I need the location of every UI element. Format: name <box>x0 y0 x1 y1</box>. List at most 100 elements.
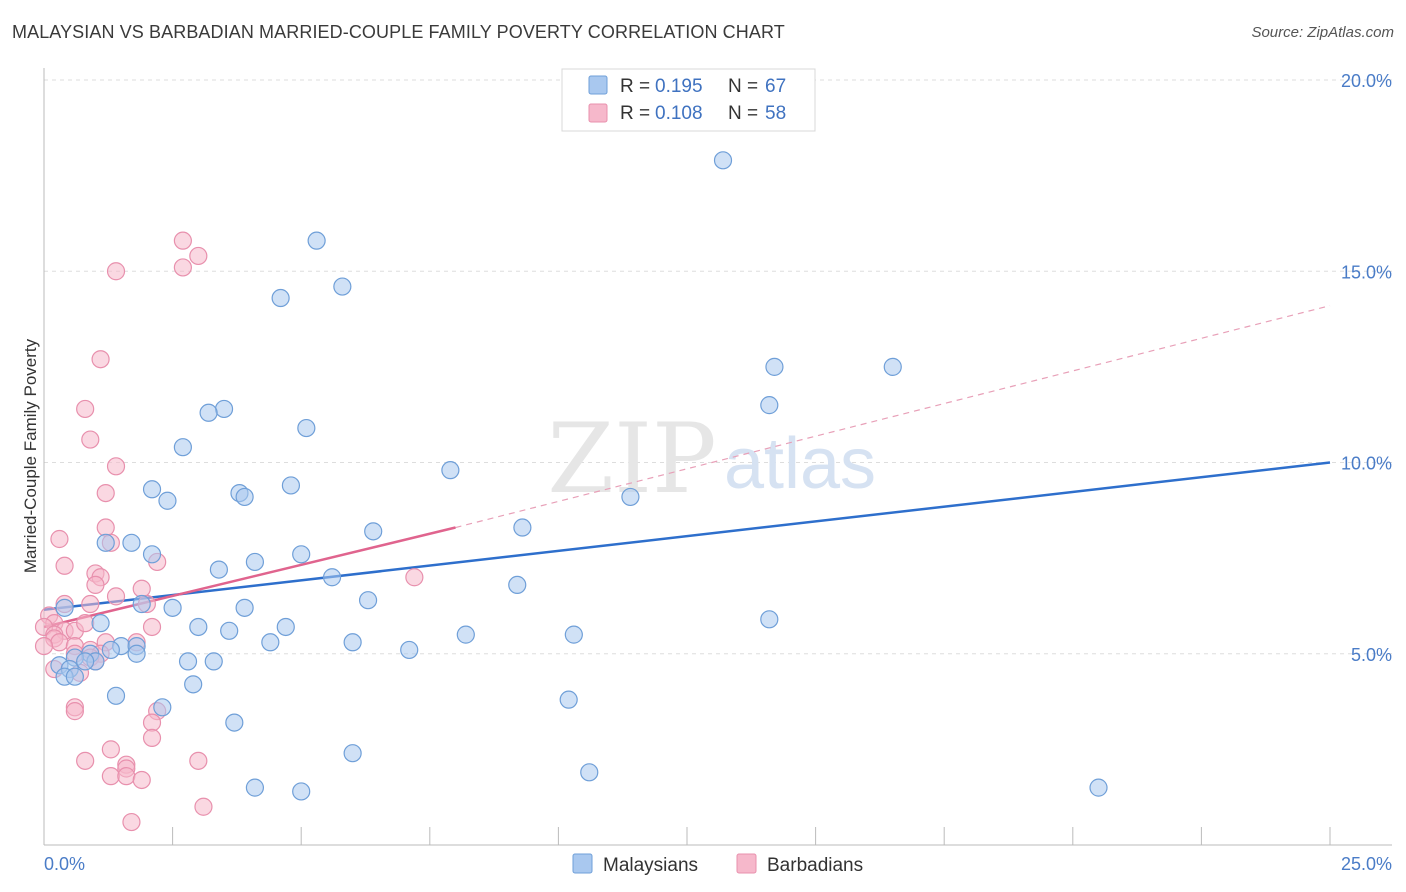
legend-n-value-barbadians: 58 <box>765 103 786 124</box>
barbadians-trend-line <box>43 526 456 629</box>
legend-swatch-barbadians <box>588 103 608 123</box>
malaysians-point <box>163 598 182 617</box>
series-legend: Malaysians Barbadians <box>572 853 863 876</box>
malaysians-point <box>142 545 162 564</box>
barbadians-point <box>101 740 120 759</box>
stats-legend: R = 0.195 N = 67 R = 0.108 N = 58 <box>561 68 816 132</box>
malaysians-point <box>91 614 110 633</box>
watermark-atlas: atlas <box>724 424 876 504</box>
barbadians-point <box>173 258 192 277</box>
barbadians-point <box>50 633 69 652</box>
malaysians-point <box>281 476 301 495</box>
barbadians-point <box>81 594 100 614</box>
tick-labels: 5.0% 10.0% 15.0% 20.0% 0.0% 25.0% <box>44 71 1392 874</box>
legend-r-value-malaysians: 0.195 <box>655 76 703 97</box>
malaysians-point <box>292 545 311 564</box>
barbadians-point <box>142 617 162 637</box>
malaysians-point <box>199 403 218 422</box>
malaysians-point <box>343 744 362 763</box>
malaysians-point <box>153 698 172 717</box>
malaysians-point <box>184 675 203 694</box>
barbadians-point <box>405 568 424 587</box>
barbadians-point <box>101 767 120 786</box>
malaysians-point <box>760 396 779 415</box>
watermark: ZIP atlas <box>547 403 876 515</box>
gridlines <box>44 79 1392 655</box>
barbadians-point <box>86 575 105 595</box>
malaysians-point <box>292 782 311 801</box>
malaysians-point <box>271 288 290 308</box>
malaysians-point <box>559 690 578 709</box>
malaysians-point <box>225 713 244 732</box>
barbadians-point <box>122 812 141 832</box>
y-axis-label: Married-Couple Family Poverty <box>21 338 40 573</box>
malaysians-point <box>364 522 383 541</box>
malaysians-point <box>158 491 177 510</box>
barbadians-point <box>132 770 151 790</box>
malaysians-point <box>508 575 527 595</box>
malaysians-point <box>276 617 295 637</box>
barbadians-point <box>189 246 208 266</box>
malaysians-point <box>400 640 419 660</box>
malaysians-point <box>765 357 784 376</box>
y-tick-label: 20.0% <box>1341 71 1392 91</box>
malaysians-point <box>297 418 316 438</box>
axes <box>43 68 1392 846</box>
malaysians-point <box>122 533 141 552</box>
barbadians-point <box>76 399 95 419</box>
barbadians-point <box>65 702 84 721</box>
malaysians-point <box>513 518 532 537</box>
malaysians-point <box>214 399 234 419</box>
barbadians-point <box>96 518 115 537</box>
malaysians-point <box>132 594 151 614</box>
malaysians-point <box>96 533 115 552</box>
malaysians-point <box>441 461 460 480</box>
malaysians-point <box>456 625 475 644</box>
malaysians-point <box>106 686 126 705</box>
malaysians-point <box>245 552 265 572</box>
malaysians-point <box>209 560 228 579</box>
malaysians-point <box>358 591 378 610</box>
malaysians-point <box>204 652 223 671</box>
malaysians-point <box>621 487 640 507</box>
x-tick-label: 0.0% <box>44 854 85 874</box>
barbadians-trend-line-extended <box>455 305 1331 529</box>
malaysians-point <box>142 480 162 499</box>
barbadians-point <box>106 587 126 606</box>
malaysians-point <box>127 644 146 663</box>
malaysians-point <box>65 667 84 686</box>
malaysians-point <box>261 633 280 652</box>
barbadians-point <box>91 350 110 369</box>
malaysians-point <box>333 277 352 296</box>
barbadians-point <box>106 457 126 476</box>
barbadians-point <box>142 728 162 748</box>
malaysians-point <box>343 633 362 652</box>
legend-r-label-malaysians: R = <box>620 76 650 97</box>
legend-n-label-barbadians: N = <box>728 103 758 124</box>
barbadians-point <box>117 767 136 786</box>
barbadians-point <box>189 751 208 770</box>
barbadians-point <box>142 713 162 732</box>
y-tick-label: 15.0% <box>1341 262 1392 282</box>
legend-r-label-barbadians: R = <box>620 103 650 124</box>
malaysians-point <box>101 640 120 660</box>
malaysians-point <box>235 598 254 617</box>
barbadians-point <box>34 636 54 656</box>
malaysians-points <box>50 151 1108 801</box>
barbadians-point <box>81 430 100 449</box>
malaysians-point <box>173 438 192 457</box>
malaysians-point <box>1089 778 1108 797</box>
malaysians-point <box>713 151 733 170</box>
chart-source: Source: ZipAtlas.com <box>1251 24 1394 41</box>
barbadians-point <box>132 579 151 598</box>
barbadians-point <box>55 556 74 575</box>
legend-n-label-malaysians: N = <box>728 76 758 97</box>
malaysians-point <box>235 487 254 507</box>
x-tick-label: 25.0% <box>1341 854 1392 874</box>
malaysians-point <box>189 617 208 637</box>
malaysians-point <box>883 357 902 376</box>
malaysians-point <box>220 621 239 640</box>
series-legend-label-barbadians: Barbadians <box>767 855 863 876</box>
barbadians-point <box>76 751 95 770</box>
